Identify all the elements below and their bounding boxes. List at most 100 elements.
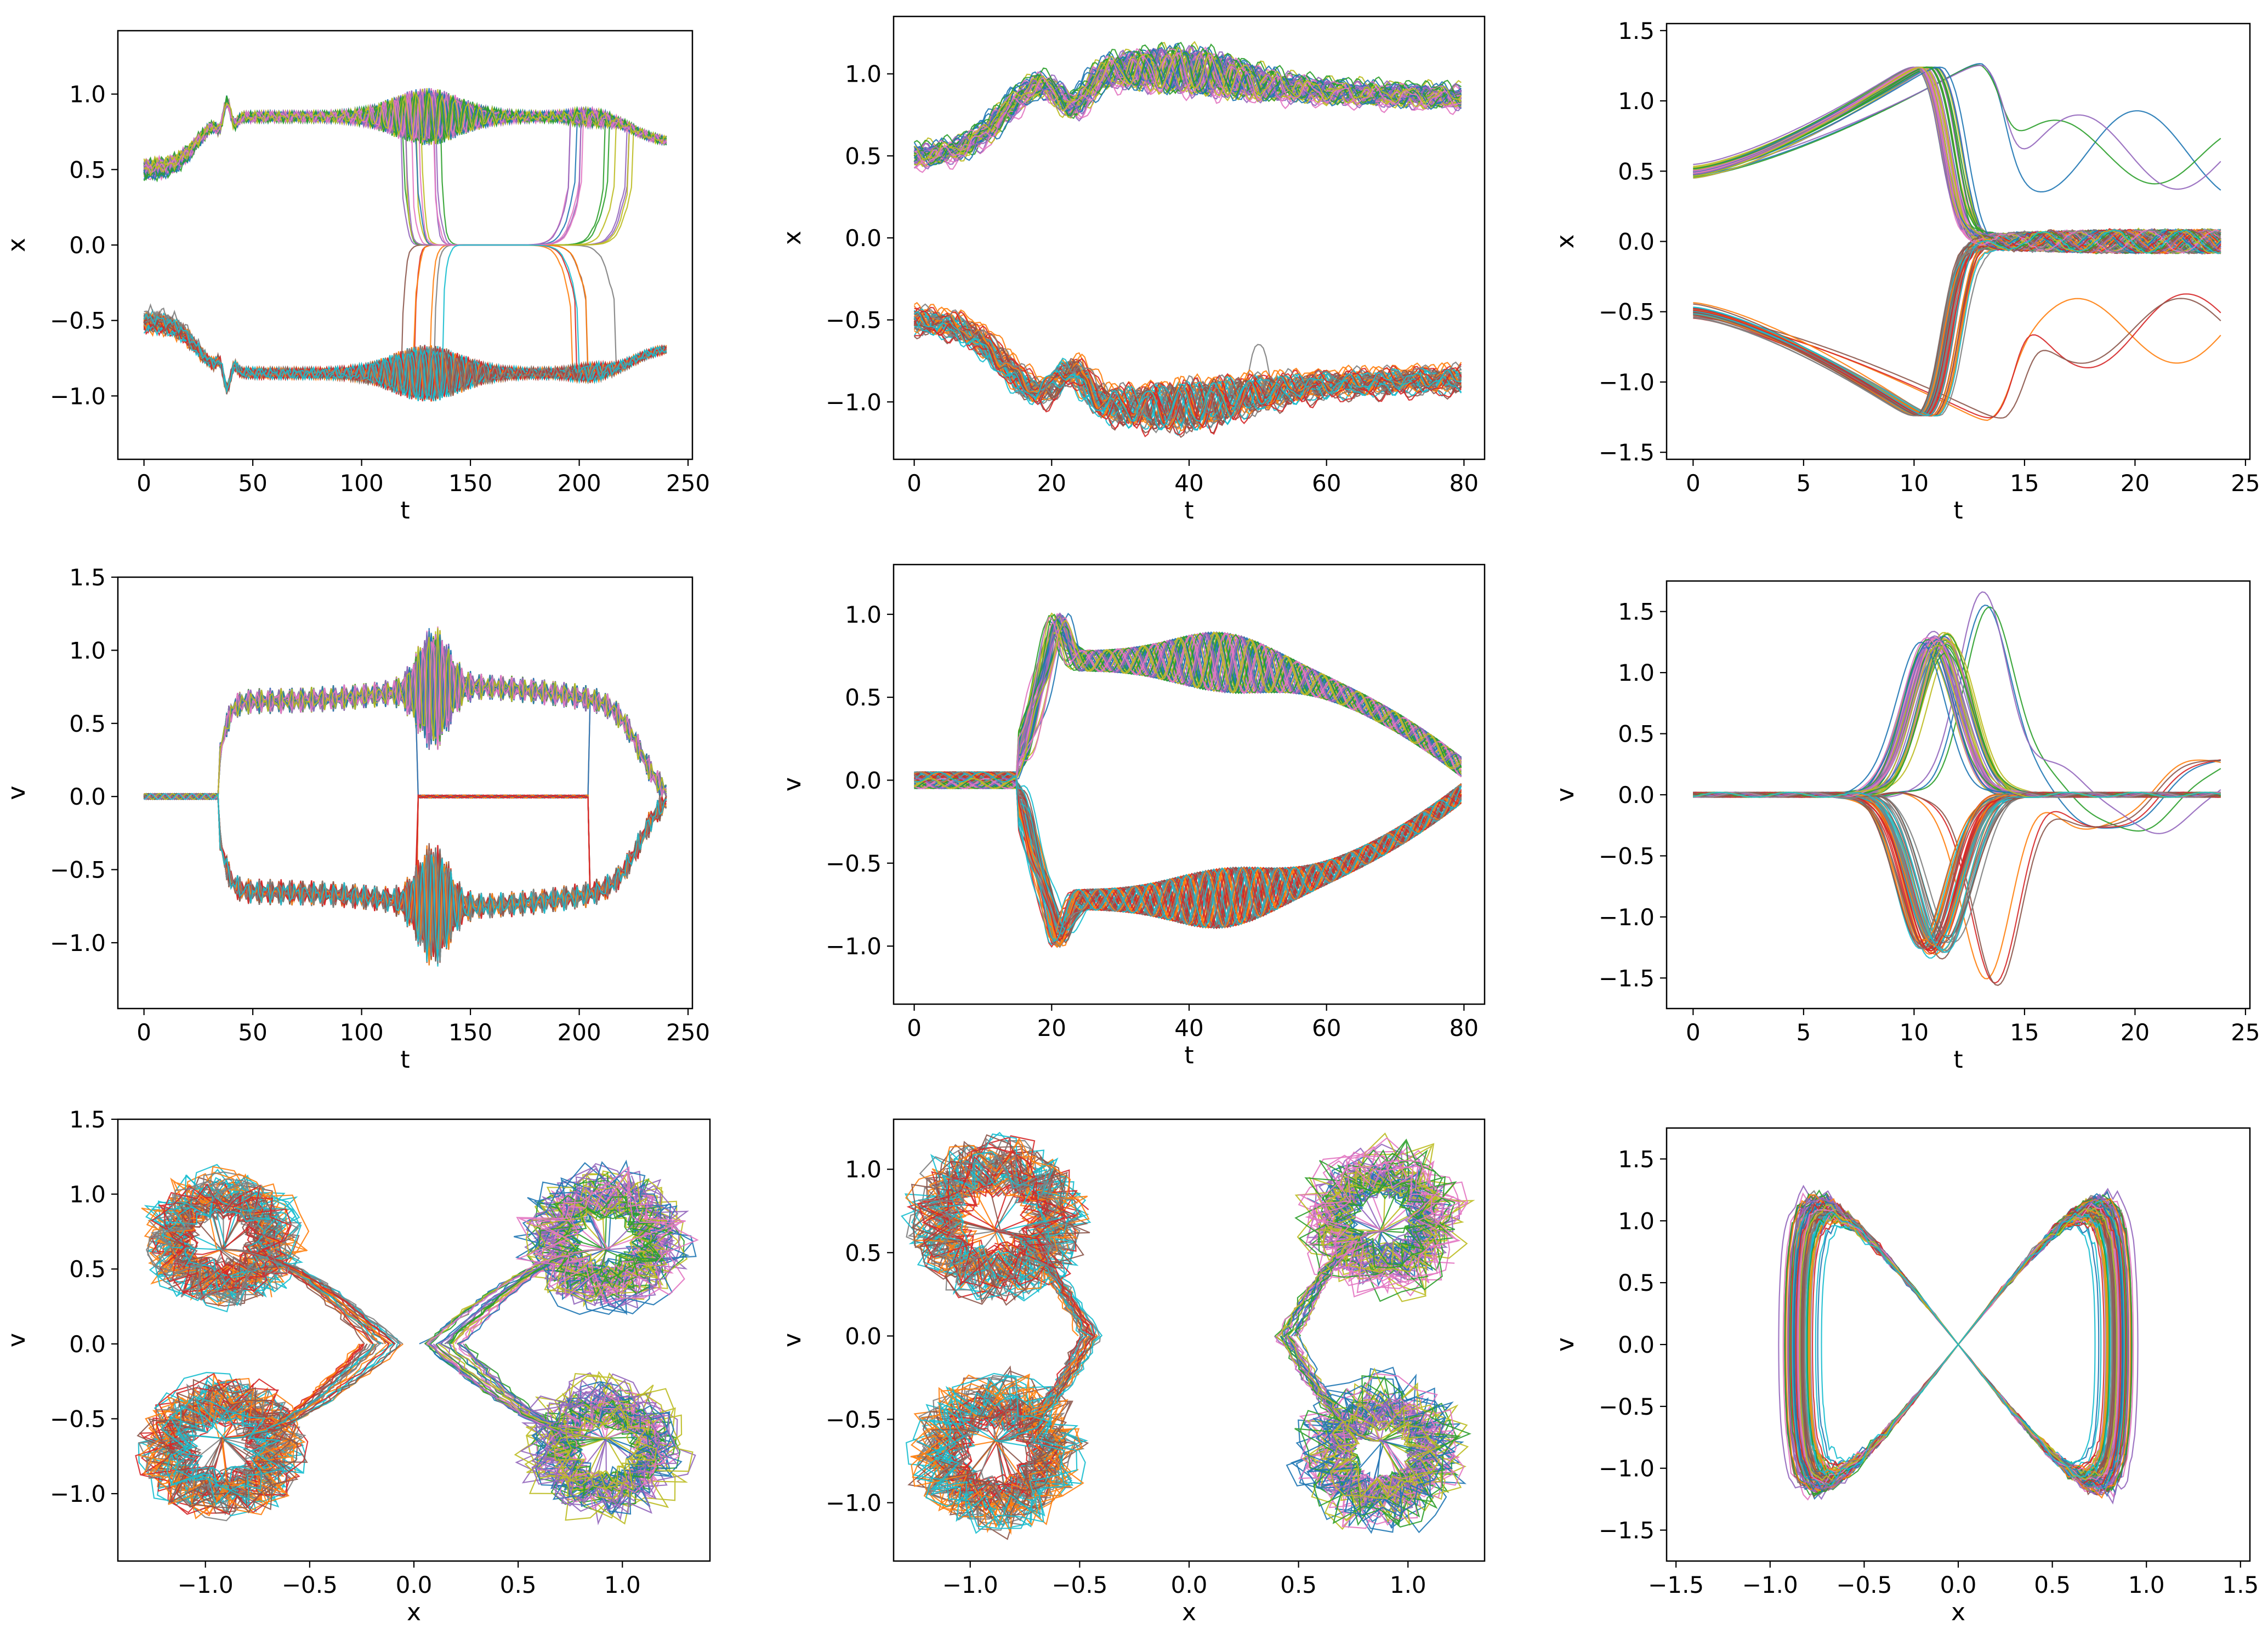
- series-line: [1693, 228, 2221, 417]
- x-tick-label: 5: [1797, 470, 1811, 497]
- series-line: [1793, 1195, 2124, 1487]
- series-line: [1807, 1209, 2110, 1476]
- y-tick-label: 1.5: [1618, 599, 1655, 625]
- series-line: [1693, 229, 2221, 417]
- series-line: [1795, 1205, 2122, 1488]
- series-line: [1797, 1204, 2120, 1490]
- series-line: [1294, 1172, 1436, 1337]
- series-line: [1693, 66, 2221, 254]
- series-line: [1796, 1205, 2121, 1487]
- y-tick-label: −0.5: [826, 850, 882, 877]
- series-line: [144, 792, 667, 961]
- panel-r1c2: 0 20 40 60 80 −1.0 −0.5 0.0 0.5 1.0 t x: [778, 15, 1486, 525]
- y-axis-label: v: [1551, 788, 1579, 802]
- series-line: [1794, 1203, 2122, 1483]
- series-line: [1794, 1203, 2123, 1491]
- series-line: [913, 771, 1462, 941]
- y-tick-label: −0.5: [826, 307, 882, 334]
- series-line: [1808, 1215, 2108, 1477]
- series-line: [913, 316, 1462, 430]
- series-line: [1784, 1190, 2133, 1496]
- series-line: [144, 92, 667, 177]
- series-line: [1797, 1202, 2120, 1483]
- x-tick-label: 50: [238, 470, 267, 497]
- series-line: [1287, 1335, 1442, 1500]
- series-line: [1693, 229, 2221, 417]
- y-tick-label: 1.5: [69, 1106, 106, 1133]
- y-tick-label: 0.5: [69, 710, 106, 737]
- series-line: [1803, 1210, 2113, 1477]
- x-tick-label: 0.0: [1171, 1571, 1208, 1598]
- series-line: [1693, 651, 2221, 798]
- series-line: [1815, 1222, 2102, 1470]
- series-group: [135, 1159, 699, 1525]
- y-axis-label: v: [1551, 1337, 1579, 1352]
- x-tick-label: 1.0: [1390, 1571, 1426, 1598]
- series-line: [1693, 229, 2221, 417]
- series-line: [1802, 1206, 2114, 1478]
- series-line: [448, 1184, 674, 1345]
- x-tick-label: 20: [2121, 470, 2150, 497]
- y-axis-label: v: [778, 777, 806, 791]
- series-line: [913, 46, 1462, 160]
- x-tick-label: 60: [1312, 1015, 1341, 1041]
- series-line: [1799, 1208, 2118, 1486]
- series-group: [913, 41, 1462, 438]
- x-tick-label: 80: [1450, 470, 1479, 497]
- y-tick-label: −0.5: [50, 857, 106, 884]
- panel-r2c2: 0 20 40 60 80 −1.0 −0.5 0.0 0.5 1.0 t v: [778, 563, 1486, 1069]
- series-line: [1693, 791, 2221, 960]
- x-tick-label: 10: [1900, 1019, 1929, 1046]
- series-line: [1811, 1214, 2105, 1470]
- series-line: [1693, 229, 2221, 417]
- series-line: [1796, 1203, 2121, 1484]
- y-axis-label: v: [778, 1333, 806, 1347]
- series-line: [1790, 1195, 2126, 1488]
- x-axis-label: t: [400, 497, 410, 525]
- series-line: [1809, 1213, 2107, 1473]
- series-line: [1798, 1207, 2118, 1485]
- series-line: [145, 1174, 400, 1345]
- series-line: [1693, 228, 2221, 417]
- x-axis-label: x: [407, 1598, 421, 1626]
- series-line: [914, 52, 1462, 166]
- y-tick-label: 1.0: [845, 1156, 882, 1183]
- series-line: [1792, 1199, 2125, 1493]
- x-tick-label: 0: [907, 470, 922, 497]
- y-axis-label: x: [3, 238, 31, 252]
- panel-r3c2: −1.0 −0.5 0.0 0.5 1.0 −1.0 −0.5 0.0 0.5 1.0 x v: [778, 1118, 1486, 1626]
- series-line: [143, 793, 667, 925]
- series-line: [918, 1153, 1082, 1336]
- series-line: [1800, 1205, 2117, 1480]
- series-line: [1793, 1201, 2124, 1493]
- y-tick-label: 0.5: [845, 684, 882, 711]
- series-line: [913, 631, 1462, 789]
- series-line: [1785, 1194, 2131, 1499]
- series-line: [1693, 228, 2221, 417]
- y-tick-label: 0.0: [69, 783, 106, 810]
- y-tick-label: −0.5: [1599, 299, 1655, 326]
- y-tick-label: −0.5: [1599, 1393, 1655, 1420]
- series-line: [930, 1335, 1094, 1519]
- series-line: [160, 1343, 375, 1506]
- x-tick-label: 0: [137, 470, 151, 497]
- y-tick-label: 0.5: [1618, 721, 1655, 748]
- y-tick-label: 0.5: [845, 143, 882, 169]
- series-line: [1801, 1206, 2116, 1479]
- y-tick-label: 1.0: [69, 81, 106, 108]
- y-tick-label: −1.0: [826, 1490, 882, 1517]
- x-tick-label: 80: [1450, 1015, 1479, 1041]
- y-tick-label: −1.0: [826, 933, 882, 960]
- series-line: [144, 639, 667, 800]
- series-line: [1800, 1208, 2116, 1485]
- series-line: [1297, 1154, 1462, 1337]
- x-tick-label: 100: [340, 1019, 384, 1046]
- series-line: [913, 316, 1462, 428]
- plot-frame: [117, 576, 694, 1010]
- x-tick-label: 0: [1686, 1019, 1701, 1046]
- series-line: [1693, 228, 2221, 417]
- series-line: [1693, 791, 2221, 943]
- y-tick-label: 1.5: [69, 564, 106, 591]
- series-line: [143, 244, 667, 401]
- series-line: [914, 614, 1462, 789]
